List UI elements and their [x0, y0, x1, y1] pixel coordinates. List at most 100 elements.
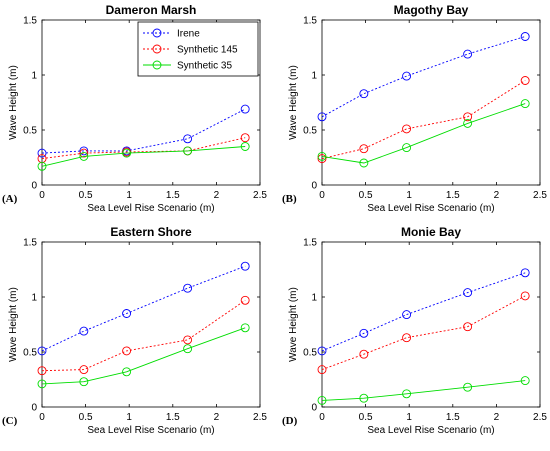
- data-point: [183, 146, 193, 156]
- data-point: [240, 323, 250, 333]
- data-point: [359, 328, 369, 338]
- data-point: [317, 112, 327, 122]
- data-point: [463, 382, 473, 392]
- panel-1: 0 0.5 1 1.5 2 2.5 0 0.5 1 1.5 Dameron Marsh Sea Lev…: [2, 3, 267, 214]
- data-point: [402, 310, 412, 320]
- series-line-irene: [321, 272, 526, 352]
- data-point: [359, 89, 369, 99]
- data-point: [240, 295, 250, 305]
- series-line-synthetic-35: [41, 327, 246, 385]
- data-point: [402, 389, 412, 399]
- x-tick-label: 0: [39, 412, 45, 423]
- data-point: [37, 148, 47, 158]
- x-tick-label: 0: [39, 190, 45, 201]
- data-point: [240, 142, 250, 151]
- data-point: [183, 344, 193, 354]
- data-point: [37, 366, 47, 376]
- data-point: [463, 49, 473, 59]
- data-point: [240, 104, 250, 114]
- x-tick-label: 1.5: [446, 412, 460, 423]
- x-tick-label: 1: [126, 190, 132, 201]
- data-point: [37, 379, 47, 389]
- x-axis-label: Sea Level Rise Scenario (m): [367, 203, 494, 214]
- axes-box: [321, 19, 541, 186]
- series-line-irene: [41, 108, 246, 154]
- series-line-synthetic-145: [41, 299, 246, 372]
- panel-label: (B): [282, 193, 297, 205]
- data-point: [402, 124, 412, 134]
- data-point: [122, 148, 132, 158]
- x-tick-label: 0.5: [79, 190, 93, 201]
- data-point: [359, 144, 369, 154]
- data-point: [183, 283, 193, 293]
- series-line-irene: [41, 265, 246, 352]
- data-point: [317, 151, 327, 161]
- y-tick-label: 1.5: [23, 16, 37, 27]
- x-tick-label: 0.5: [359, 412, 373, 423]
- data-point: [463, 112, 473, 122]
- legend-label: Synthetic 35: [177, 61, 232, 72]
- data-point: [520, 32, 530, 41]
- data-point: [359, 158, 369, 168]
- data-point: [402, 71, 412, 81]
- data-point: [79, 365, 89, 375]
- panel-4: 0 0.5 1 1.5 2 2.5 0 0.5 1 1.5 Monie Bay Sea Level R…: [282, 225, 547, 436]
- x-axis-label: Sea Level Rise Scenario (m): [87, 203, 214, 214]
- x-tick-label: 2: [494, 190, 500, 201]
- x-axis-label: Sea Level Rise Scenario (m): [367, 425, 494, 436]
- data-point: [520, 376, 530, 386]
- legend: Irene Synthetic 145 Synthetic 35: [137, 21, 259, 77]
- data-point: [122, 367, 132, 377]
- series-line-synthetic-35: [321, 380, 526, 401]
- panel-2: 0 0.5 1 1.5 2 2.5 0 0.5 1 1.5 Magothy Bay Sea Level…: [282, 3, 547, 214]
- legend-box: [137, 21, 259, 77]
- x-tick-label: 1.5: [166, 190, 180, 201]
- y-axis-label: Wave Height (m): [288, 287, 299, 362]
- data-point: [520, 99, 530, 109]
- axes-box: [41, 241, 261, 408]
- data-point: [463, 118, 473, 128]
- panel-label: (C): [2, 415, 18, 427]
- y-tick-label: 0: [311, 181, 317, 192]
- data-point: [402, 143, 412, 153]
- y-tick-label: 0.5: [303, 348, 317, 359]
- x-tick-label: 1.5: [446, 190, 460, 201]
- x-tick-label: 1: [406, 190, 412, 201]
- y-axis-label: Wave Height (m): [8, 287, 19, 362]
- x-tick-label: 2.5: [253, 190, 267, 201]
- x-tick-label: 2: [214, 190, 220, 201]
- y-tick-label: 0: [31, 403, 37, 414]
- legend-marker: [152, 28, 162, 38]
- y-axis-label: Wave Height (m): [288, 65, 299, 140]
- data-point: [79, 148, 89, 158]
- x-axis-label: Sea Level Rise Scenario (m): [87, 425, 214, 436]
- y-tick-label: 0: [31, 181, 37, 192]
- y-axis-label: Wave Height (m): [8, 65, 19, 140]
- x-tick-label: 2: [494, 412, 500, 423]
- y-tick-label: 1: [31, 293, 37, 304]
- chart-title: Eastern Shore: [110, 225, 192, 239]
- chart-title: Dameron Marsh: [106, 3, 197, 17]
- data-point: [183, 335, 193, 345]
- x-tick-label: 1: [126, 412, 132, 423]
- data-point: [122, 309, 132, 318]
- x-tick-label: 0: [319, 412, 325, 423]
- data-point: [463, 322, 473, 332]
- y-tick-label: 1: [31, 71, 37, 82]
- x-tick-label: 2.5: [533, 190, 547, 201]
- data-point: [520, 268, 530, 278]
- x-tick-label: 0: [319, 190, 325, 201]
- data-point: [183, 134, 193, 144]
- legend-label: Irene: [177, 29, 200, 40]
- legend-marker: [152, 44, 162, 54]
- x-tick-label: 2.5: [533, 412, 547, 423]
- chart-title: Monie Bay: [401, 225, 461, 239]
- y-tick-label: 1.5: [23, 238, 37, 249]
- panel-label: (A): [2, 193, 18, 205]
- x-tick-label: 0.5: [359, 190, 373, 201]
- x-tick-label: 1.5: [166, 412, 180, 423]
- data-point: [359, 393, 369, 403]
- data-point: [463, 288, 473, 298]
- axes-box: [321, 241, 541, 408]
- y-tick-label: 1: [311, 71, 317, 82]
